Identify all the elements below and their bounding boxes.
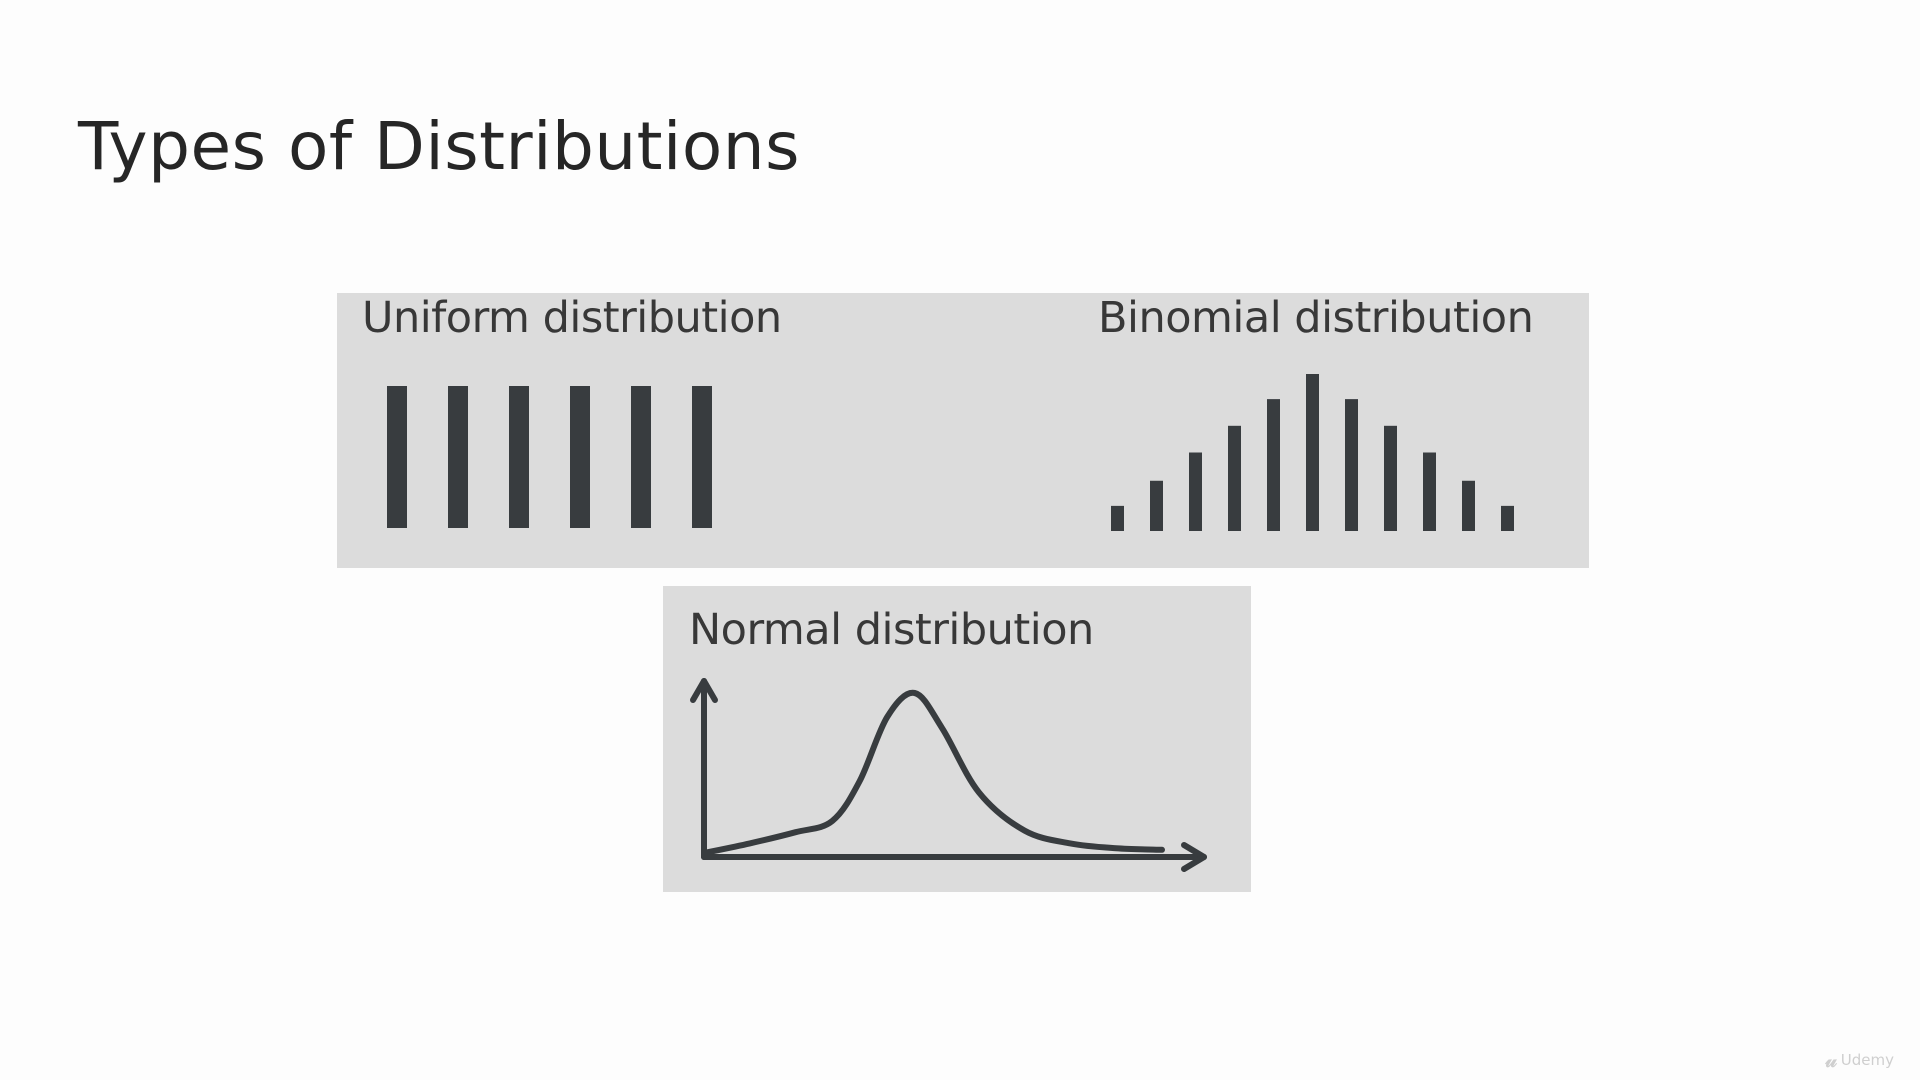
uniform-distribution-label: Uniform distribution <box>362 293 782 343</box>
binomial-bar-6 <box>1306 374 1319 531</box>
binomial-bar-7 <box>1345 399 1358 531</box>
watermark-text: Udemy <box>1840 1051 1894 1069</box>
slide-title: Types of Distributions <box>78 108 800 185</box>
binomial-bar-11 <box>1501 505 1514 531</box>
udemy-logo-icon: 𝓊 <box>1825 1048 1837 1072</box>
uniform-bar-3 <box>509 386 529 528</box>
binomial-bar-10 <box>1462 480 1475 531</box>
binomial-bar-2 <box>1150 480 1163 531</box>
watermark: 𝓊 Udemy <box>1826 1048 1895 1072</box>
uniform-bar-6 <box>692 386 712 528</box>
binomial-bar-5 <box>1267 399 1280 531</box>
binomial-distribution-label: Binomial distribution <box>1098 293 1534 343</box>
top-panel: Uniform distribution Binomial distributi… <box>337 293 1589 568</box>
uniform-bar-4 <box>570 386 590 528</box>
uniform-bar-5 <box>631 386 651 528</box>
x-axis-arrow-icon <box>1181 842 1207 872</box>
binomial-bar-8 <box>1384 425 1397 531</box>
normal-distribution-chart <box>690 678 1207 872</box>
normal-distribution-label: Normal distribution <box>689 605 1094 655</box>
binomial-bar-4 <box>1228 425 1241 531</box>
top-panel-charts <box>387 374 1514 531</box>
binomial-bar-9 <box>1423 452 1436 531</box>
uniform-bar-2 <box>448 386 468 528</box>
y-axis-arrow-icon <box>690 678 718 703</box>
normal-distribution-panel: Normal distribution <box>663 586 1251 892</box>
binomial-bar-1 <box>1111 505 1124 531</box>
uniform-bar-1 <box>387 386 407 528</box>
normal-distribution-curve <box>701 689 1165 856</box>
binomial-bar-3 <box>1189 452 1202 531</box>
